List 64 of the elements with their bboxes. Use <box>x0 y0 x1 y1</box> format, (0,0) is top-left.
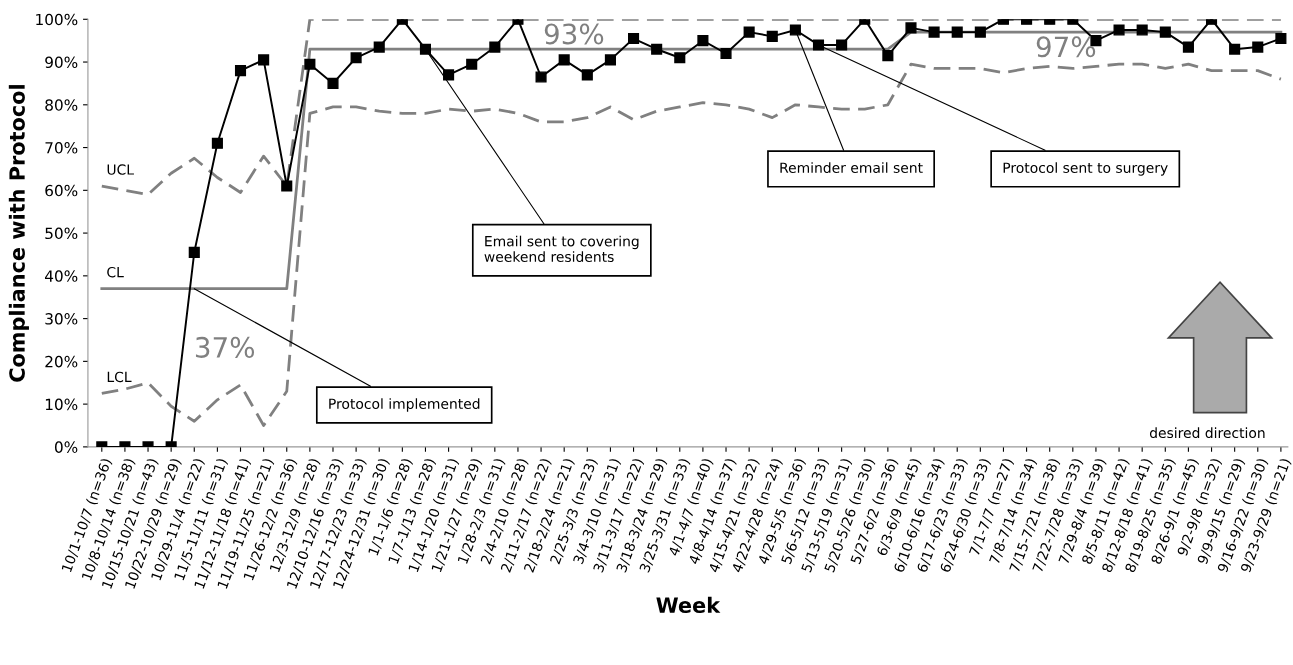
y-tick-label: 100% <box>36 13 78 26</box>
series-label: UCL <box>107 164 134 175</box>
point <box>535 71 547 83</box>
y-tick-label: 40% <box>44 270 78 282</box>
point <box>812 39 825 51</box>
point <box>697 35 709 47</box>
point <box>234 65 247 77</box>
y-tick-label: 90% <box>45 56 78 69</box>
point <box>211 137 223 149</box>
point <box>188 246 200 258</box>
point <box>1229 43 1241 55</box>
point <box>951 26 963 38</box>
point <box>327 77 339 89</box>
point <box>905 22 917 34</box>
annotation: desired direction <box>1149 427 1265 439</box>
point <box>1252 41 1264 53</box>
point <box>443 69 455 81</box>
series-label: LCL <box>107 371 132 383</box>
point <box>373 41 385 53</box>
annotation: Reminder email sent <box>780 162 923 173</box>
annotation: Protocol sent to surgery <box>1003 162 1168 176</box>
point <box>1159 26 1171 38</box>
y-tick-label: 70% <box>45 142 78 154</box>
point <box>974 26 986 38</box>
point <box>766 30 778 42</box>
annotation: 93% <box>544 23 604 45</box>
point <box>928 26 940 38</box>
y-tick-label: 30% <box>45 313 78 325</box>
y-tick-label: 0% <box>54 441 78 453</box>
point <box>258 54 270 66</box>
point <box>489 41 501 53</box>
point <box>419 43 432 55</box>
point <box>1136 24 1148 36</box>
annotation: 97% <box>1036 36 1096 58</box>
annotation: Protocol implemented <box>329 398 480 412</box>
point <box>720 47 732 60</box>
point <box>627 32 640 45</box>
point <box>674 52 686 64</box>
point <box>581 69 593 81</box>
series-label: CL <box>107 266 124 278</box>
point <box>604 54 616 66</box>
y-tick-label: 50% <box>45 227 78 240</box>
point <box>743 26 755 38</box>
point <box>304 58 316 70</box>
point <box>836 39 848 51</box>
point <box>558 54 570 66</box>
point <box>281 180 293 192</box>
x-axis-title: Week <box>656 596 721 613</box>
point <box>350 52 362 64</box>
annotation: 37% <box>195 336 255 358</box>
y-tick-label: 10% <box>45 398 78 411</box>
point <box>1182 41 1194 53</box>
point <box>1275 32 1287 45</box>
point <box>466 58 478 70</box>
y-tick-label: 20% <box>45 355 78 368</box>
line-series <box>100 62 1283 427</box>
point <box>1113 24 1125 36</box>
y-tick-label: 60% <box>45 184 78 197</box>
y-tick-label: 80% <box>45 99 78 111</box>
point <box>882 50 894 62</box>
y-axis-title: Compliance with Protocol <box>8 85 29 382</box>
annotation: Email sent to covering weekend residents <box>484 235 639 262</box>
point <box>651 43 663 55</box>
point <box>789 24 801 36</box>
